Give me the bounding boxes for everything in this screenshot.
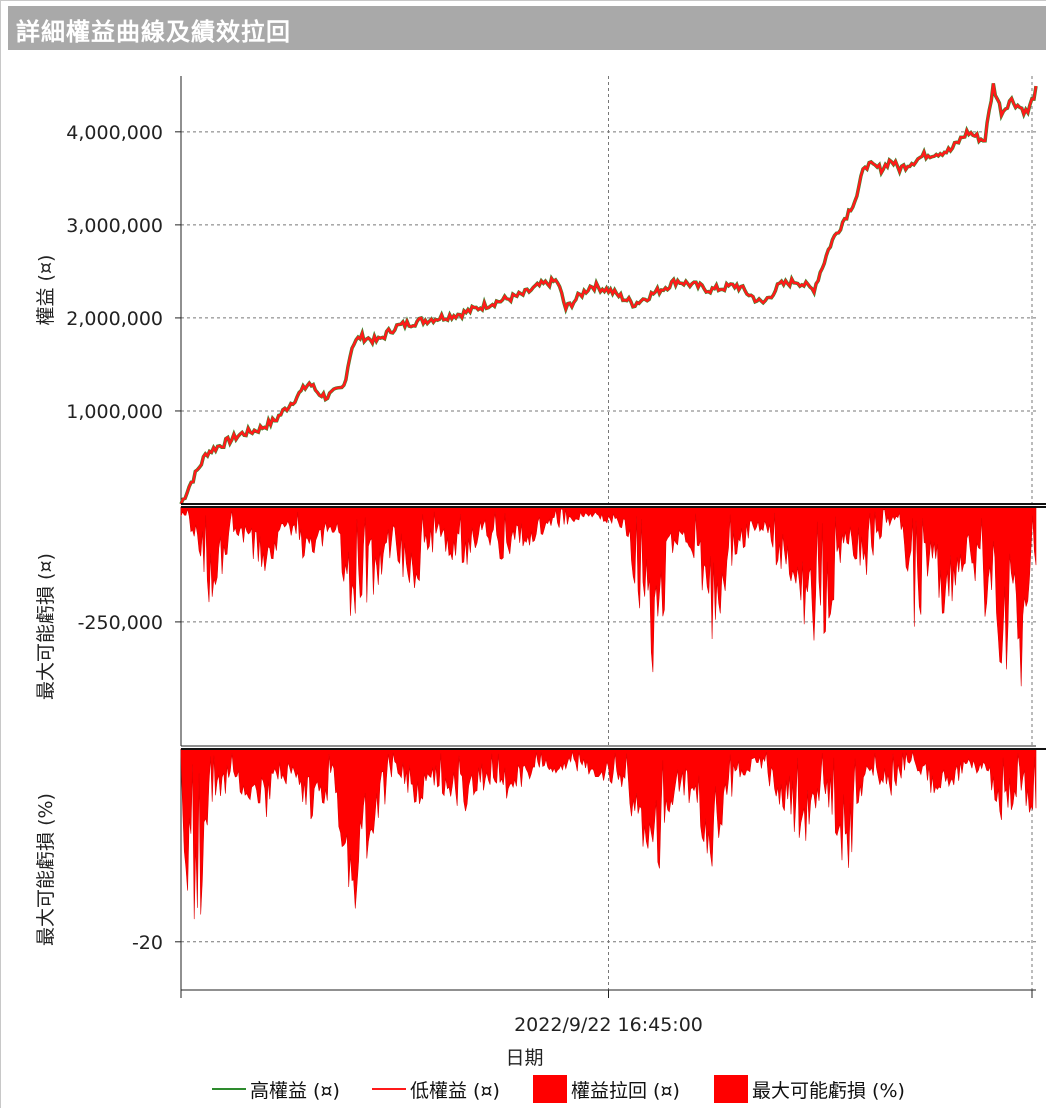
legend-max-loss-pct: 最大可能虧損 (%) bbox=[714, 1074, 905, 1104]
x-axis-label: 日期 bbox=[505, 1047, 543, 1069]
y-tick-label: -250,000 bbox=[78, 612, 163, 634]
legend-drawdown: 權益拉回 (¤) bbox=[533, 1074, 680, 1104]
legend-box-swatch bbox=[714, 1075, 748, 1103]
low-equity-line bbox=[179, 83, 1038, 505]
legend-low-equity: 低權益 (¤) bbox=[372, 1074, 500, 1104]
legend-line-swatch bbox=[372, 1088, 406, 1090]
max-loss-pct-area bbox=[180, 748, 1037, 920]
x-tick-label: 2022/9/22 16:45:00 bbox=[514, 1014, 703, 1036]
legend-high-equity: 高權益 (¤) bbox=[212, 1074, 340, 1104]
legend-label: 權益拉回 (¤) bbox=[571, 1079, 680, 1102]
legend-line-swatch bbox=[212, 1088, 246, 1090]
drawdown-area bbox=[180, 506, 1037, 687]
window-title: 詳細權益曲線及績效拉回 bbox=[16, 18, 291, 46]
legend-label: 高權益 (¤) bbox=[250, 1079, 340, 1102]
legend-box-swatch bbox=[533, 1075, 567, 1103]
y-tick-label: 1,000,000 bbox=[66, 401, 163, 423]
y-tick-label: 3,000,000 bbox=[66, 215, 163, 237]
y-axis-label: 權益 (¤) bbox=[35, 255, 57, 326]
legend-label: 低權益 (¤) bbox=[410, 1079, 500, 1102]
y-axis-label: 最大可能虧損 (%) bbox=[35, 793, 57, 946]
y-axis-label: 最大可能虧損 (¤) bbox=[35, 553, 57, 700]
window-titlebar: 詳細權益曲線及績效拉回 bbox=[8, 6, 1046, 50]
y-tick-label: 4,000,000 bbox=[66, 122, 163, 144]
legend-label: 最大可能虧損 (%) bbox=[752, 1079, 905, 1102]
y-tick-label: 2,000,000 bbox=[66, 308, 163, 330]
y-tick-label: -20 bbox=[132, 932, 163, 954]
